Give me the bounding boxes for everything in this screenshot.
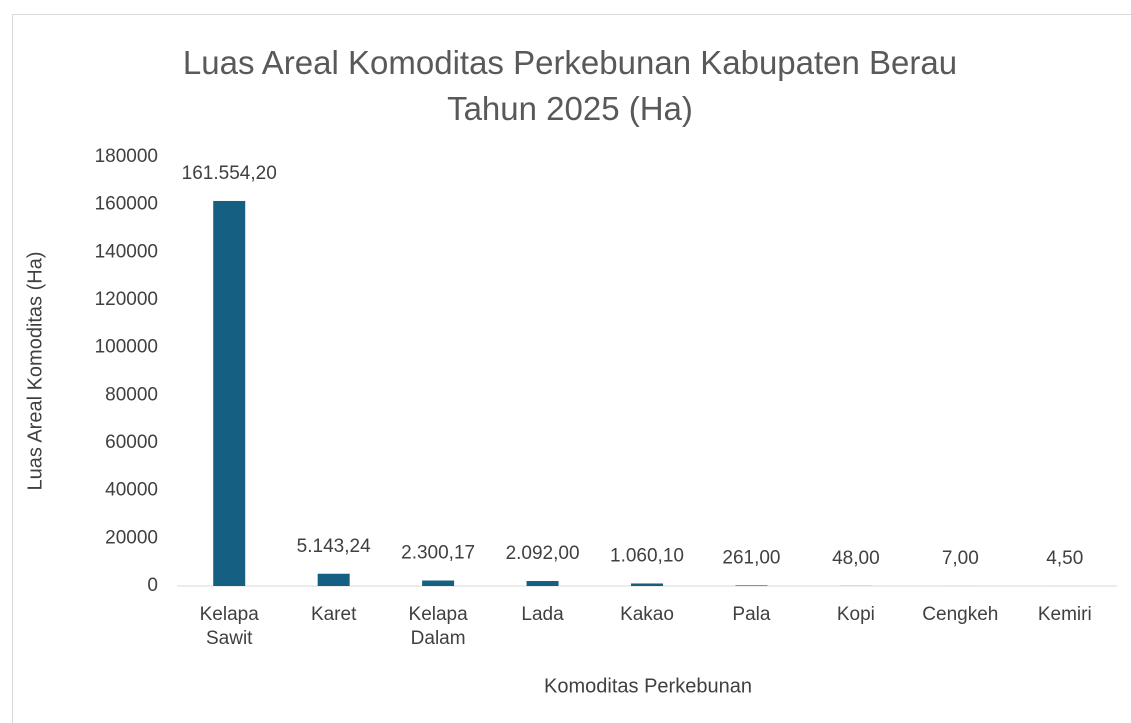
y-tick-label: 60000 <box>105 432 158 453</box>
x-tick-label: Kelapa Dalam <box>408 604 468 649</box>
x-tick-label: Kopi <box>836 604 875 625</box>
data-label: 1.060,10 <box>610 545 684 566</box>
y-tick-label: 140000 <box>95 241 158 262</box>
bar <box>526 581 559 586</box>
data-label: 2.300,17 <box>401 543 475 564</box>
bar <box>422 580 455 586</box>
bar <box>317 573 350 586</box>
bar <box>735 585 768 586</box>
y-tick-label: 20000 <box>105 527 158 548</box>
data-label: 161.554,20 <box>182 163 277 184</box>
y-axis-title: Luas Areal Komoditas (Ha) <box>24 251 46 490</box>
x-tick-label: Kelapa Sawit <box>199 604 259 649</box>
y-tick-label: 120000 <box>95 289 158 310</box>
data-label: 5.143,24 <box>297 536 371 557</box>
data-label: 2.092,00 <box>506 543 580 564</box>
y-tick-label: 160000 <box>95 194 158 215</box>
x-tick-label: Kakao <box>620 604 674 625</box>
chart-border <box>12 14 1131 723</box>
x-tick-label: Karet <box>310 604 357 625</box>
x-tick-label: Pala <box>732 604 771 625</box>
x-tick-label: Lada <box>521 604 564 625</box>
x-tick-label: Kemiri <box>1037 604 1092 625</box>
data-label: 48,00 <box>832 548 880 569</box>
data-label: 7,00 <box>942 548 979 569</box>
data-label: 4,50 <box>1046 548 1083 569</box>
data-label: 261,00 <box>722 547 780 568</box>
chart-title: Luas Areal Komoditas Perkebunan Kabupate… <box>182 44 958 127</box>
y-tick-label: 0 <box>147 575 158 596</box>
y-tick-label: 100000 <box>95 337 158 358</box>
bar <box>631 583 663 586</box>
y-tick-label: 180000 <box>95 146 158 167</box>
x-tick-label: Cengkeh <box>922 604 999 625</box>
y-tick-label: 80000 <box>105 384 158 405</box>
x-axis-title: Komoditas Perkebunan <box>544 675 752 697</box>
y-tick-label: 40000 <box>105 480 158 501</box>
bar <box>213 200 246 586</box>
